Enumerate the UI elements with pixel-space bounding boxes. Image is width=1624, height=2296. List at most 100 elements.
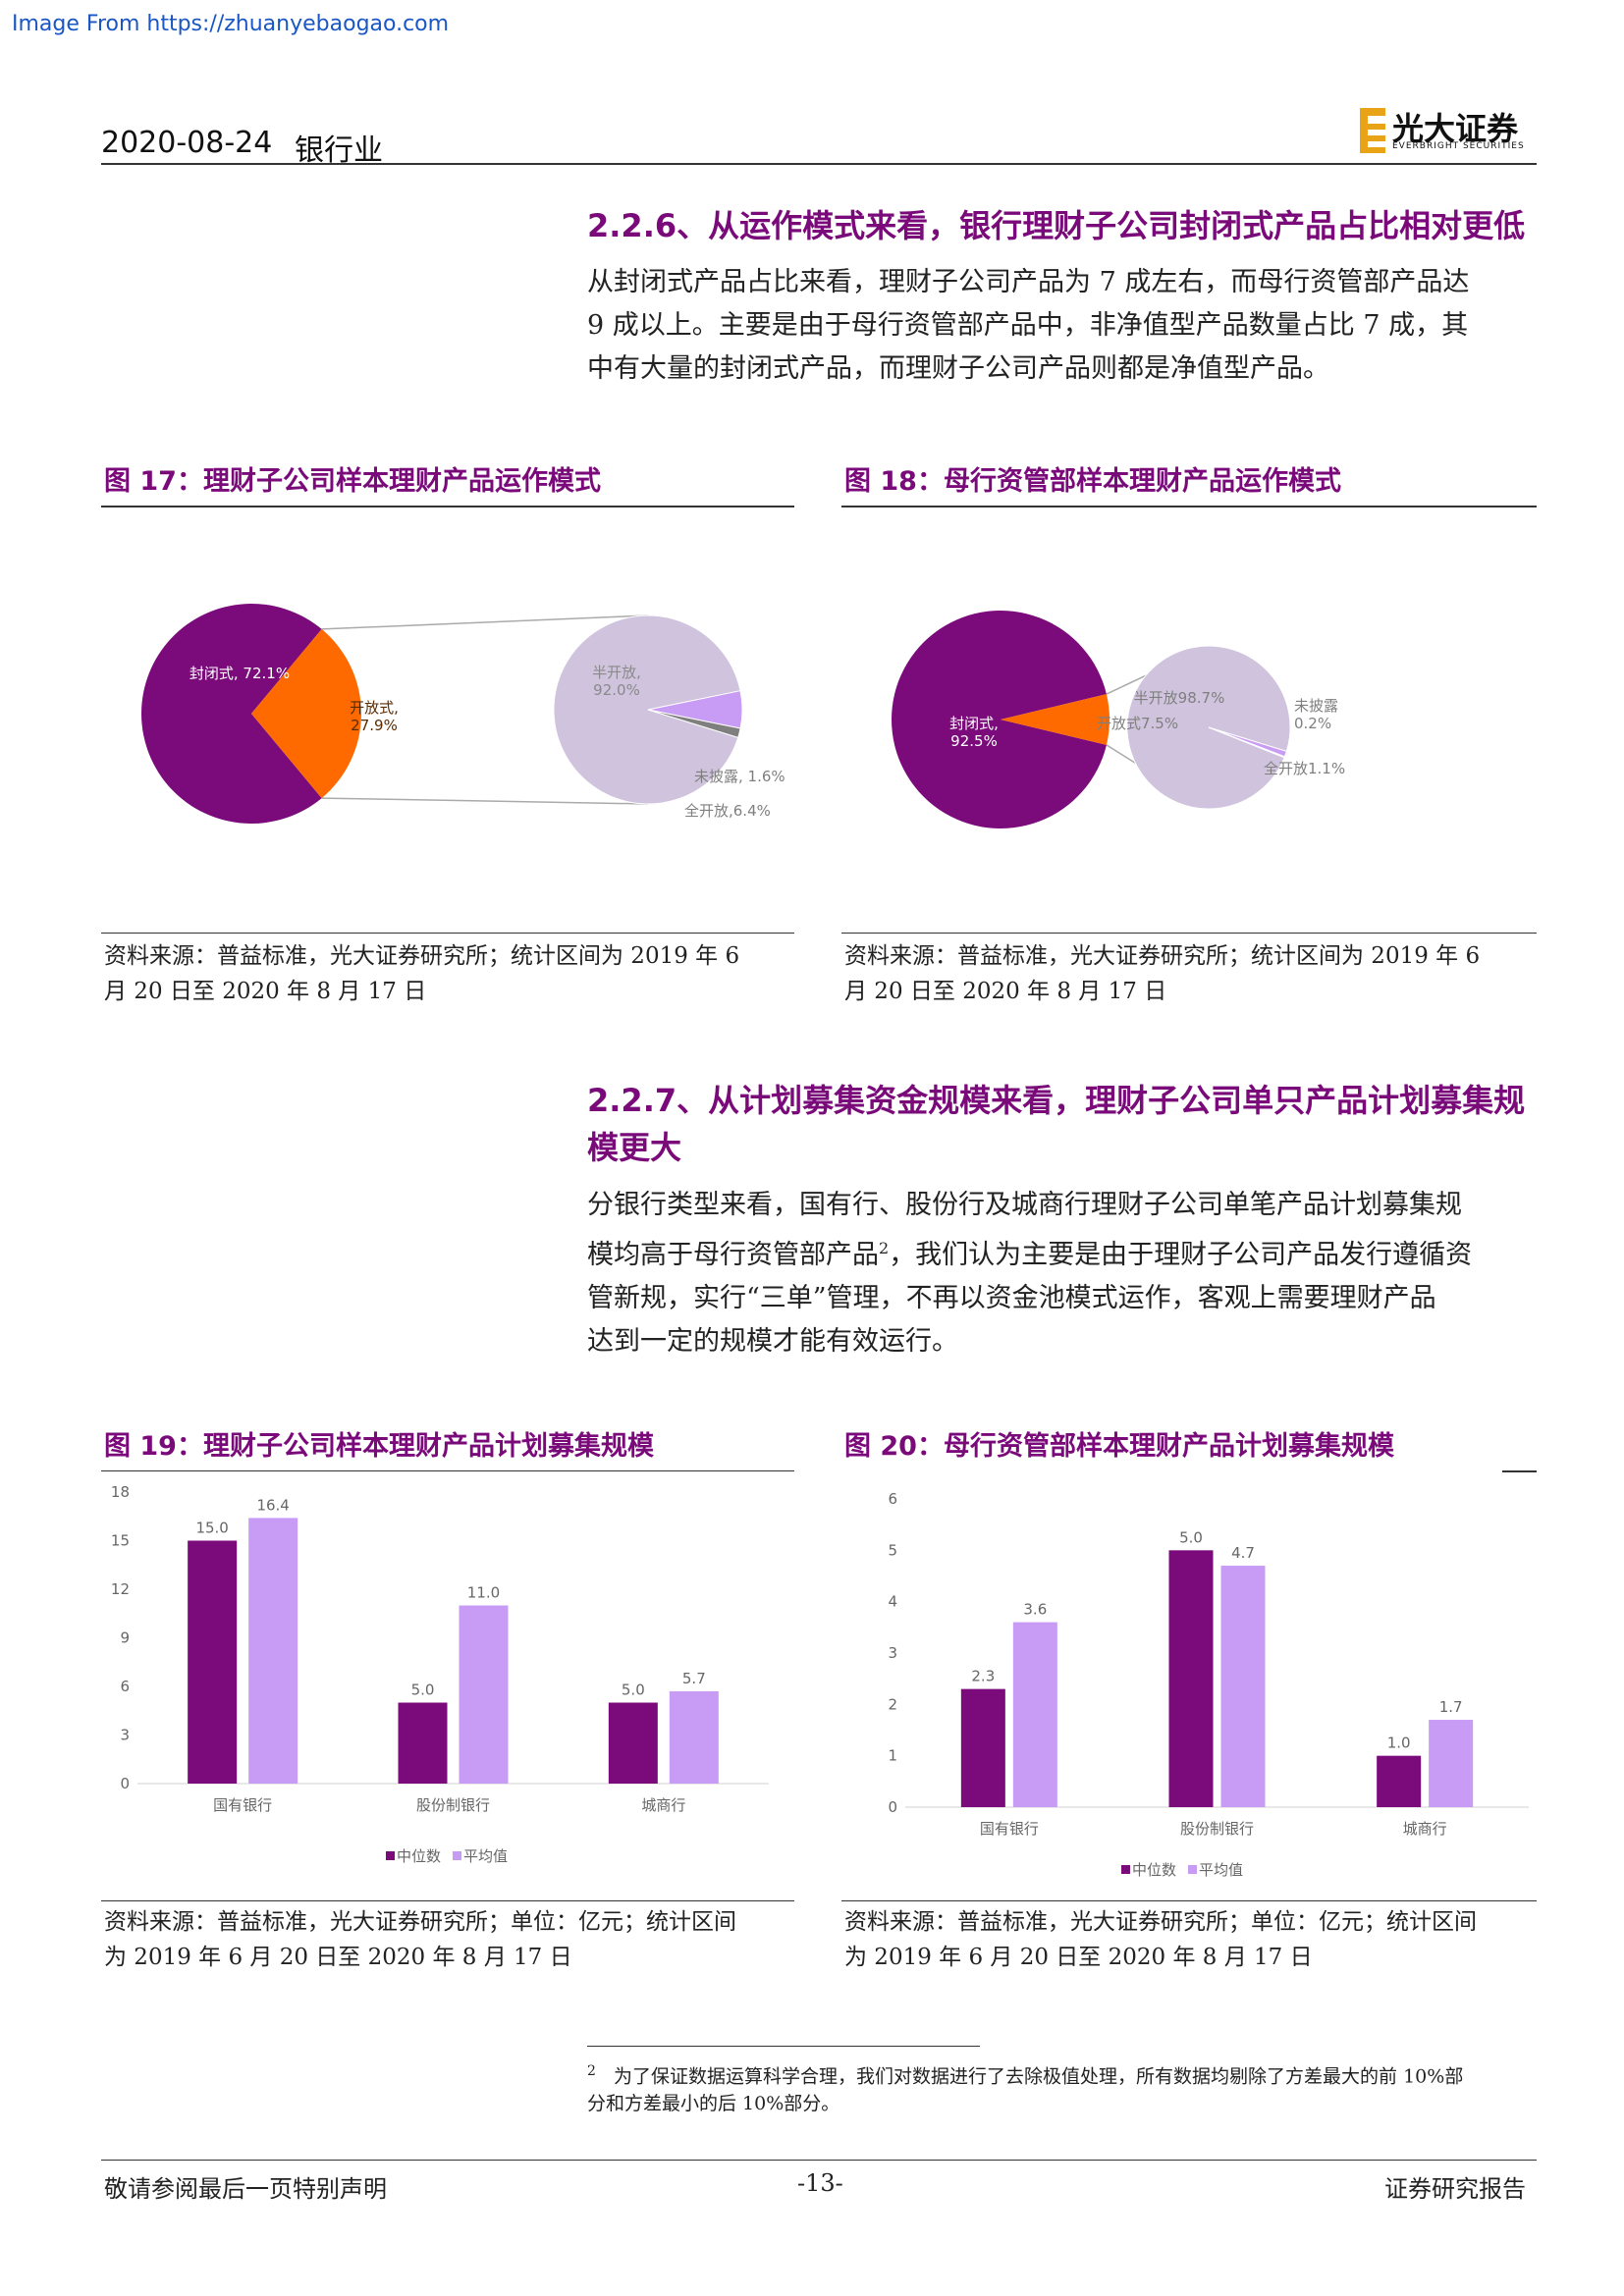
figure-source-20: 资料来源：普益标准，光大证券研究所；单位：亿元；统计区间 为 2019 年 6 … <box>844 1904 1537 1975</box>
report-date: 2020-08-24 <box>101 126 273 160</box>
figure-source-19: 资料来源：普益标准，光大证券研究所；单位：亿元；统计区间 为 2019 年 6 … <box>104 1904 794 1975</box>
footnote-text: 为了保证数据运算科学合理，我们对数据进行了去除极值处理，所有数据均剔除了方差最大… <box>614 2065 1464 2088</box>
source-line: 为 2019 年 6 月 20 日至 2020 年 8 月 17 日 <box>104 1945 572 1970</box>
data-label: 未披露, 1.6% <box>694 768 785 785</box>
logo-cn-text: 光大证券 <box>1392 110 1519 147</box>
figure-rule <box>841 1900 1537 1901</box>
footnote-line: 分和方差最小的后 10%部分。 <box>587 2093 840 2115</box>
data-label: 半开放98.7% <box>1134 689 1225 707</box>
data-label: 2.3 <box>971 1668 995 1685</box>
source-line: 月 20 日至 2020 年 8 月 17 日 <box>104 979 427 1004</box>
logo-mark-icon <box>1360 108 1385 153</box>
figure-rule <box>101 933 794 934</box>
legend-swatch <box>1121 1865 1130 1874</box>
source-line: 资料来源：普益标准，光大证券研究所；统计区间为 2019 年 6 <box>104 943 740 969</box>
legend-swatch <box>453 1851 461 1860</box>
data-label: 3.6 <box>1023 1601 1047 1619</box>
x-tick-label: 城商行 <box>1403 1820 1447 1838</box>
header-rule <box>101 163 1537 165</box>
body-line: 中有大量的封闭式产品，而理财子公司产品则都是净值型产品。 <box>587 353 1329 384</box>
connector-line <box>321 797 649 805</box>
bar-中位数 <box>1168 1550 1214 1807</box>
legend-label: 中位数 <box>1132 1861 1176 1879</box>
y-tick-label: 6 <box>120 1678 130 1695</box>
data-label: 1.0 <box>1387 1735 1411 1752</box>
data-label: 92.5% <box>950 732 998 750</box>
bar-中位数 <box>608 1702 658 1784</box>
footnote-ref[interactable]: 2 <box>879 1239 890 1257</box>
x-tick-label: 城商行 <box>641 1796 685 1814</box>
y-tick-label: 0 <box>120 1775 130 1792</box>
source-line: 资料来源：普益标准，光大证券研究所；单位：亿元；统计区间 <box>104 1909 736 1935</box>
x-tick-label: 股份制银行 <box>416 1796 490 1814</box>
bar-中位数 <box>188 1540 238 1784</box>
bar-平均值 <box>669 1690 719 1784</box>
source-line: 资料来源：普益标准，光大证券研究所；单位：亿元；统计区间 <box>844 1909 1477 1935</box>
body-line: 达到一定的规模才能有效运行。 <box>587 1326 958 1357</box>
title-line: 2.2.7、从计划募集资金规模来看，理财子公司单只产品计划募集规 <box>587 1082 1526 1119</box>
data-label: 27.9% <box>351 717 398 734</box>
body-line: 分银行类型来看，国有行、股份行及城商行理财子公司单笔产品计划募集规 <box>587 1190 1462 1220</box>
y-tick-label: 12 <box>111 1580 130 1598</box>
data-label: 全开放,6.4% <box>684 802 771 820</box>
data-label: 封闭式, <box>949 715 999 732</box>
x-tick-label: 国有银行 <box>213 1796 272 1814</box>
data-label: 开放式7.5% <box>1097 715 1178 732</box>
y-tick-label: 1 <box>888 1747 897 1765</box>
bar-平均值 <box>248 1518 298 1784</box>
figure-rule <box>101 506 794 507</box>
data-label: 11.0 <box>467 1584 500 1602</box>
data-label: 92.0% <box>593 681 640 699</box>
body-line: 管新规，实行“三单”管理，不再以资金池模式运作，客观上需要理财产品 <box>587 1283 1436 1313</box>
y-tick-label: 2 <box>888 1695 897 1713</box>
legend-swatch <box>1188 1865 1197 1874</box>
logo-en-text: EVERBRIGHT SECURITIES <box>1392 141 1525 151</box>
body-text-part: 模均高于母行资管部产品 <box>587 1240 879 1270</box>
pie-slice-未披露 <box>1208 726 1286 759</box>
data-label: 5.0 <box>411 1682 435 1699</box>
y-tick-label: 0 <box>888 1798 897 1816</box>
footnote-rule <box>587 2046 980 2047</box>
pie-slice-封闭式 <box>141 604 322 824</box>
x-tick-label: 股份制银行 <box>1180 1820 1254 1838</box>
y-tick-label: 6 <box>888 1490 897 1508</box>
report-sector: 银行业 <box>295 133 383 168</box>
figure-rule <box>841 933 1537 934</box>
data-label: 开放式, <box>350 699 399 717</box>
data-label: 5.0 <box>1179 1528 1203 1546</box>
source-line: 为 2019 年 6 月 20 日至 2020 年 8 月 17 日 <box>844 1945 1313 1970</box>
title-line: 模更大 <box>587 1129 682 1166</box>
bar-平均值 <box>1429 1720 1474 1807</box>
connector-line <box>321 614 649 630</box>
pie-slice-半开放 <box>553 614 741 805</box>
legend-label: 平均值 <box>1199 1861 1243 1879</box>
footnote: 2 为了保证数据运算科学合理，我们对数据进行了去除极值处理，所有数据均剔除了方差… <box>587 2057 1537 2117</box>
bar-平均值 <box>459 1605 509 1784</box>
data-label: 未披露 <box>1294 697 1338 715</box>
body-line: 从封闭式产品占比来看，理财子公司产品为 7 成左右，而母行资管部产品达 <box>587 267 1470 297</box>
pie-slice-开放式 <box>251 628 361 799</box>
y-tick-label: 5 <box>888 1541 897 1559</box>
section-title-226: 2.2.6、从运作模式来看，银行理财子公司封闭式产品占比相对更低 <box>587 207 1526 244</box>
data-label: 半开放, <box>592 664 641 681</box>
bar-中位数 <box>398 1702 448 1784</box>
pie-slice-开放式 <box>1001 694 1110 745</box>
bar-chart-19: 0 3 6 9 12 15 18 15.0 16.4 国有银行 5.0 11.0 股份制银行 5.0 5.7… <box>111 1483 769 1865</box>
body-line: 9 成以上。主要是由于母行资管部产品中，非净值型产品数量占比 7 成，其 <box>587 310 1469 341</box>
pie-slice-封闭式 <box>892 611 1107 828</box>
data-label: 全开放1.1% <box>1264 760 1345 777</box>
bar-平均值 <box>1012 1622 1057 1807</box>
y-tick-label: 4 <box>888 1593 897 1611</box>
legend-label: 中位数 <box>397 1847 441 1865</box>
section-body-227: 分银行类型来看，国有行、股份行及城商行理财子公司单笔产品计划募集规 模均高于母行… <box>587 1184 1537 1363</box>
footnote-line: 2 为了保证数据运算科学合理，我们对数据进行了去除极值处理，所有数据均剔除了方差… <box>587 2057 1537 2090</box>
data-label: 5.0 <box>622 1682 645 1699</box>
data-label: 0.2% <box>1294 715 1331 732</box>
bar-中位数 <box>960 1688 1005 1807</box>
footer-disclaimer: 敬请参阅最后一页特别声明 <box>104 2175 387 2203</box>
y-tick-label: 9 <box>120 1629 130 1647</box>
figure-title-19: 图 19：理财子公司样本理财产品计划募集规模 <box>104 1431 654 1462</box>
data-label: 4.7 <box>1231 1544 1255 1562</box>
x-tick-label: 国有银行 <box>980 1820 1039 1838</box>
y-tick-label: 18 <box>111 1483 130 1501</box>
